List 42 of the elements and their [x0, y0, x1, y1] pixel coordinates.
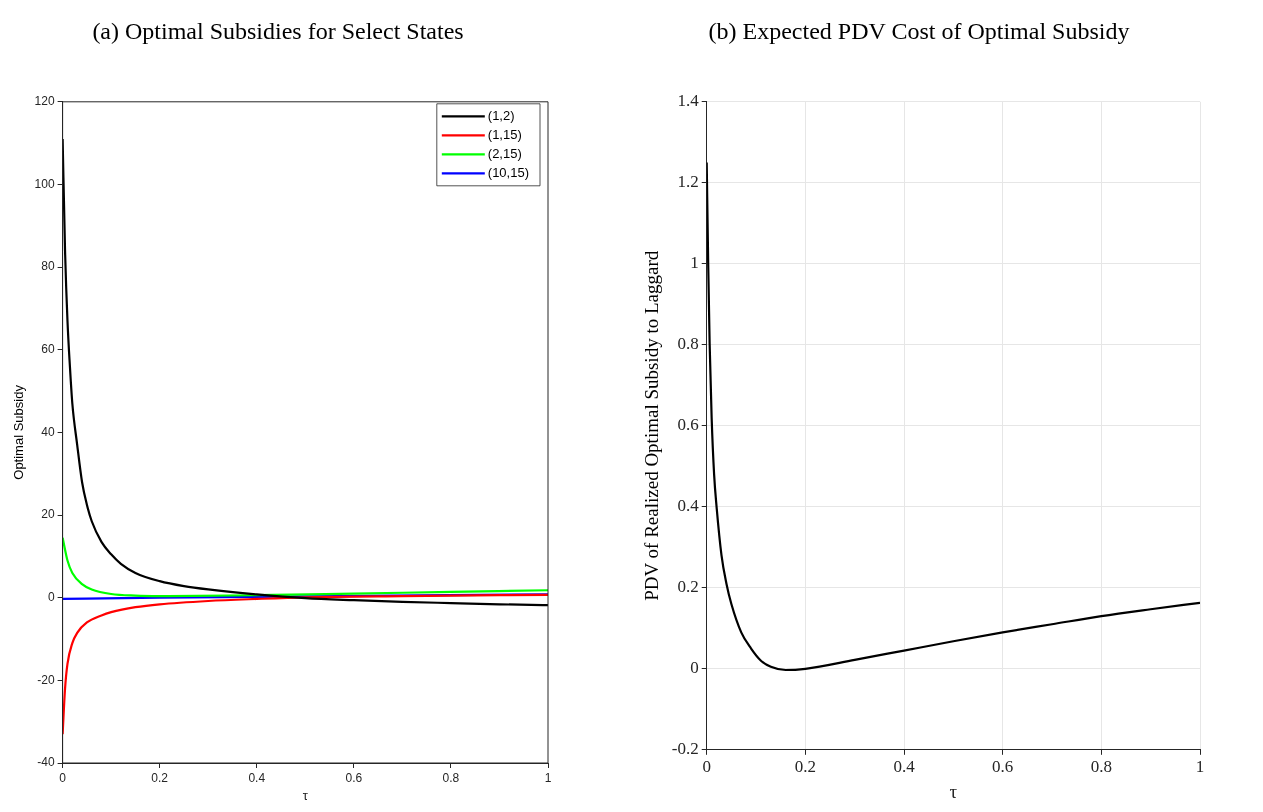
x-tick-label: 1 [1195, 757, 1205, 777]
x-tick-label: 0 [59, 770, 67, 785]
y-tick-label: 120 [34, 94, 55, 109]
x-axis-title: τ [949, 780, 958, 802]
y-tick-label: -40 [37, 755, 55, 770]
x-tick-label: 0.4 [893, 757, 916, 777]
line-series [62, 536, 548, 598]
legend-label: (1,2) [487, 107, 515, 123]
chart-title: (b) Expected PDV Cost of Optimal Subsidy [708, 17, 1130, 44]
y-tick-label: 0.2 [677, 577, 699, 597]
line-series [706, 161, 1200, 672]
x-tick-label: 0.8 [1090, 757, 1112, 777]
x-tick-label: 0.6 [345, 770, 363, 785]
y-axis-title: Optimal Subsidy [11, 384, 27, 480]
y-tick-label: 0 [690, 658, 699, 678]
y-tick-label: 40 [41, 424, 55, 439]
y-tick-label: 0.4 [677, 496, 700, 516]
y-tick-label: 1 [690, 253, 699, 273]
y-tick-label: 0.6 [677, 415, 699, 435]
legend-label: (2,15) [487, 145, 522, 161]
x-tick-label: 0.8 [442, 770, 460, 785]
x-tick-label: 0.2 [151, 770, 169, 785]
line-series [62, 593, 548, 736]
y-tick-label: 1.2 [677, 172, 699, 192]
y-axis-title: PDV of Realized Optimal Subsidy to Laggard [641, 250, 663, 601]
legend-label: (1,15) [487, 126, 522, 142]
chart-title: (a) Optimal Subsidies for Select States [92, 17, 464, 44]
x-tick-label: 1 [544, 770, 552, 785]
y-tick-label: 20 [41, 507, 55, 522]
y-tick-label: 80 [41, 259, 55, 274]
x-axis-title: τ [302, 787, 309, 803]
y-tick-label: 0.8 [677, 334, 699, 354]
y-tick-label: -20 [37, 672, 55, 687]
x-tick-label: 0.2 [794, 757, 816, 777]
x-tick-label: 0.6 [992, 757, 1014, 777]
y-tick-label: -0.2 [671, 739, 699, 759]
x-tick-label: 0.4 [248, 770, 266, 785]
y-tick-label: 60 [41, 342, 55, 357]
y-tick-label: 1.4 [677, 91, 700, 111]
y-tick-label: 100 [34, 176, 55, 191]
y-tick-label: 0 [47, 590, 55, 605]
legend-label: (10,15) [487, 164, 530, 180]
